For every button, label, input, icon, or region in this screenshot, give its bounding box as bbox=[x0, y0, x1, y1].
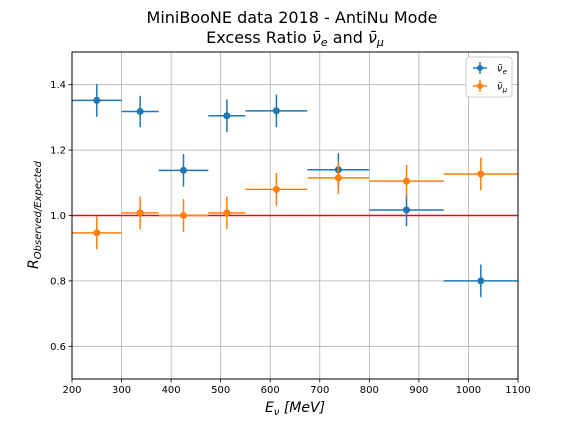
x-tick-label: 400 bbox=[162, 385, 181, 396]
x-tick-label: 500 bbox=[211, 385, 230, 396]
x-tick-label: 800 bbox=[360, 385, 379, 396]
data-point bbox=[93, 96, 101, 104]
data-point bbox=[272, 107, 280, 115]
subtitle-symbol-1: ν̄ bbox=[312, 28, 321, 47]
x-axis-label-subscript: ν bbox=[274, 407, 280, 418]
x-tick-label: 200 bbox=[62, 385, 81, 396]
data-point bbox=[180, 212, 187, 219]
legend-label-symbol: ν̄ bbox=[497, 64, 503, 75]
legend-label: ν̄e bbox=[497, 64, 507, 77]
subtitle-symbol-2: ν̄ bbox=[368, 28, 377, 47]
legend-item-2: ν̄μ bbox=[473, 80, 508, 94]
data-point bbox=[403, 177, 410, 185]
x-tick-label: 300 bbox=[112, 385, 131, 396]
data-point bbox=[136, 108, 144, 116]
y-tick-label: 0.6 bbox=[50, 342, 66, 353]
legend-label-symbol: ν̄ bbox=[497, 82, 503, 93]
series-layer bbox=[72, 84, 518, 298]
x-tick-label: 700 bbox=[310, 385, 329, 396]
data-point bbox=[477, 277, 485, 285]
subtitle-text-1: Excess Ratio bbox=[206, 28, 312, 47]
data-point bbox=[223, 209, 231, 217]
series-1 bbox=[72, 84, 518, 298]
y-axis-label: RObserved/Expected bbox=[26, 160, 44, 269]
data-point bbox=[223, 112, 231, 120]
y-axis-label-main: R bbox=[26, 259, 42, 269]
y-axis-label-subscript: Observed/Expected bbox=[33, 160, 44, 259]
data-point bbox=[93, 229, 101, 237]
series-2 bbox=[72, 157, 518, 250]
x-tick-label: 600 bbox=[261, 385, 280, 396]
x-axis-ticks: 200 300 400 500 600 700 800 900 1000 1100 bbox=[62, 379, 531, 396]
legend-swatch-marker bbox=[477, 65, 483, 71]
chart-subtitle: Excess Ratio ν̄e and ν̄μ bbox=[206, 28, 384, 49]
data-point bbox=[180, 166, 187, 174]
legend-swatch-marker bbox=[477, 83, 483, 89]
data-point bbox=[136, 209, 144, 217]
data-point bbox=[477, 170, 485, 178]
legend: ν̄eν̄μ bbox=[465, 56, 513, 98]
y-axis-ticks: 0.6 0.8 1.0 1.2 1.4 bbox=[50, 80, 72, 353]
y-tick-label: 0.8 bbox=[50, 276, 66, 287]
y-tick-label: 1.2 bbox=[50, 146, 66, 157]
subtitle-subscript-2: μ bbox=[376, 36, 384, 49]
y-tick-label: 1.0 bbox=[50, 211, 66, 222]
legend-label-subscript: e bbox=[503, 68, 507, 76]
x-axis-label-unit: [MeV] bbox=[279, 400, 325, 416]
data-point bbox=[272, 185, 280, 193]
legend-label-subscript: μ bbox=[502, 86, 508, 94]
legend-label: ν̄μ bbox=[497, 82, 508, 95]
x-axis-label: Eν [MeV] bbox=[265, 400, 325, 418]
subtitle-text-2: and bbox=[328, 28, 368, 47]
chart-title: MiniBooNE data 2018 - AntiNu Mode bbox=[147, 8, 438, 27]
y-tick-label: 1.4 bbox=[50, 80, 66, 91]
data-point bbox=[334, 174, 342, 182]
x-tick-label: 1100 bbox=[505, 385, 530, 396]
x-axis-label-main: E bbox=[265, 400, 274, 416]
x-tick-label: 1000 bbox=[456, 385, 481, 396]
x-tick-label: 900 bbox=[409, 385, 428, 396]
data-point bbox=[403, 206, 410, 214]
subtitle-subscript-1: e bbox=[321, 36, 328, 49]
legend-item-1: ν̄e bbox=[473, 62, 507, 76]
